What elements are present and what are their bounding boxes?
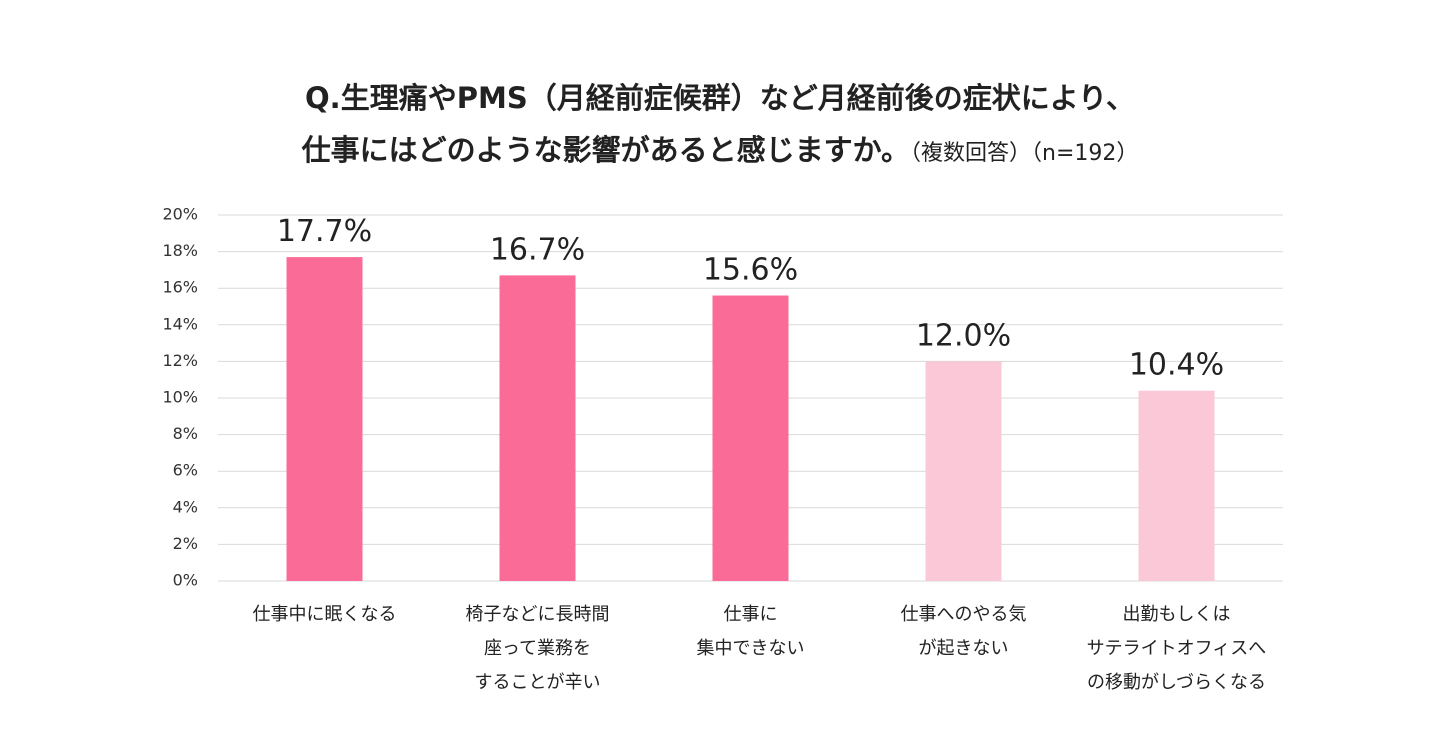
data-label: 17.7% bbox=[277, 214, 372, 249]
data-labels: 17.7% 16.7% 15.6% 12.0% 10.4% bbox=[277, 214, 1224, 383]
category-label: サテライトオフィスへ bbox=[1087, 638, 1267, 659]
bar bbox=[499, 275, 576, 581]
y-tick-label: 16% bbox=[162, 278, 198, 297]
chart-title-line-1: Q.生理痛やPMS（月経前症候群）など月経前後の症状により、 bbox=[305, 81, 1135, 115]
category-label: 仕事へのやる気 bbox=[901, 604, 1027, 625]
y-tick-label: 2% bbox=[173, 534, 198, 553]
y-tick-label: 8% bbox=[173, 424, 198, 443]
y-tick-label: 6% bbox=[173, 461, 198, 480]
data-label: 12.0% bbox=[916, 318, 1011, 353]
bar bbox=[925, 361, 1002, 581]
data-label: 10.4% bbox=[1129, 348, 1224, 383]
category-label: の移動がしづらくなる bbox=[1087, 672, 1266, 693]
data-label: 15.6% bbox=[703, 253, 798, 288]
category-label: 椅子などに長時間 bbox=[466, 604, 610, 625]
bar bbox=[286, 257, 363, 581]
y-tick-label: 20% bbox=[162, 205, 198, 224]
category-label: することが辛い bbox=[475, 672, 601, 693]
y-tick-label: 0% bbox=[173, 571, 198, 590]
y-tick-label: 4% bbox=[173, 497, 198, 516]
chart-title-note: （複数回答）（n=192） bbox=[910, 141, 1139, 166]
bar bbox=[712, 295, 789, 581]
y-tick-label: 12% bbox=[162, 351, 198, 370]
y-tick-label: 14% bbox=[162, 314, 198, 333]
category-label: 仕事に bbox=[724, 604, 778, 625]
category-label: が起きない bbox=[919, 638, 1009, 659]
y-axis-ticks: 0% 2% 4% 6% 8% 10% 12% 14% 16% 18% 20% bbox=[162, 205, 198, 590]
y-tick-label: 10% bbox=[162, 388, 198, 407]
chart-title-question: 仕事にはどのような影響があると感じますか。 bbox=[301, 133, 911, 167]
y-tick-label: 18% bbox=[162, 241, 198, 260]
category-label: 座って業務を bbox=[484, 638, 591, 659]
bar bbox=[1138, 390, 1215, 581]
bars bbox=[286, 257, 1215, 581]
category-label: 集中できない bbox=[697, 638, 805, 659]
chart-title-line-2: 仕事にはどのような影響があると感じますか。（複数回答）（n=192） bbox=[0, 124, 1440, 180]
category-label: 出勤もしくは bbox=[1123, 604, 1231, 625]
chart-title: Q.生理痛やPMS（月経前症候群）など月経前後の症状により、 仕事にはどのような… bbox=[0, 72, 1440, 180]
category-label: 仕事中に眠くなる bbox=[253, 604, 397, 625]
data-label: 16.7% bbox=[490, 232, 585, 267]
